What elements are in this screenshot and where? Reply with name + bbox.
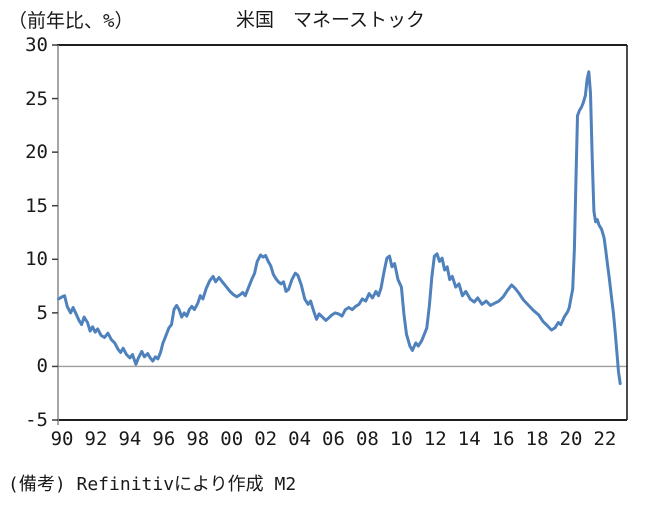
x-tick-label: 18 — [525, 428, 549, 450]
x-tick-label: 98 — [186, 428, 210, 450]
y-tick-label: 30 — [25, 34, 48, 56]
y-tick-label: 5 — [36, 301, 48, 324]
x-tick-label: 08 — [355, 428, 379, 450]
footer-note: (備考) Refinitivにより作成 M2 — [8, 474, 297, 495]
x-tick-label: 04 — [288, 428, 312, 450]
y-tick-label: 15 — [25, 194, 48, 217]
x-tick-label: 06 — [322, 428, 345, 450]
x-tick-label: 10 — [389, 428, 413, 450]
x-tick-label: 90 — [50, 428, 74, 450]
y-tick-label: 20 — [25, 141, 48, 164]
x-tick-label: 22 — [593, 428, 617, 450]
y-tick-label: 25 — [25, 87, 48, 110]
x-tick-label: 96 — [152, 428, 176, 450]
x-tick-label: 00 — [220, 428, 244, 450]
x-tick-label: 16 — [491, 428, 515, 450]
x-tick-label: 94 — [118, 428, 142, 450]
y-tick-label: 0 — [36, 355, 48, 378]
x-tick-label: 92 — [84, 428, 108, 450]
y-tick-label: 10 — [25, 248, 48, 271]
x-tick-label: 02 — [254, 428, 278, 450]
m2-line — [57, 70, 622, 386]
y-tick-label: -5 — [25, 409, 48, 431]
x-tick-label: 20 — [559, 428, 583, 450]
x-tick-label: 12 — [423, 428, 447, 450]
y-axis-unit-label: （前年比、%） — [8, 10, 134, 32]
x-tick-label: 14 — [457, 428, 481, 450]
chart-title: 米国 マネーストック — [236, 9, 426, 31]
